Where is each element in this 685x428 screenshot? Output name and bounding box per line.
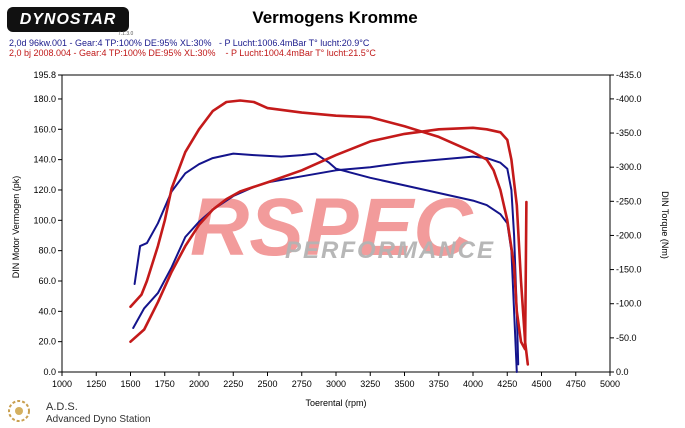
x-tick-label: 3000 [326, 379, 346, 389]
y-axis-right: 0.0 -50.0 -100.0 -150.0 -200.0 -250.0 -300.0 -3… [610, 70, 642, 377]
y2-tick-label: -200.0 [616, 230, 642, 240]
ads-logo-icon [8, 400, 30, 422]
y-axis-left: 0.0 20.0 40.0 60.0 80.0 100.0 120.0 140.0 160.0 1… [33, 70, 62, 377]
y2-tick-label: -100.0 [616, 299, 642, 309]
y2-tick-label: -435.0 [616, 70, 642, 80]
x-axis-label: Toerental (rpm) [305, 398, 366, 408]
x-tick-label: 4250 [497, 379, 517, 389]
x-tick-label: 4750 [566, 379, 586, 389]
y-tick-label: 20.0 [38, 337, 56, 347]
x-tick-label: 1500 [120, 379, 140, 389]
y2-tick-label: -50.0 [616, 333, 637, 343]
y-tick-label: 180.0 [33, 94, 56, 104]
x-axis: 1000 1250 1500 1750 2000 2250 2500 2750 3000 3250… [52, 372, 620, 389]
x-tick-label: 3500 [394, 379, 414, 389]
series-line-power [132, 155, 520, 366]
x-tick-label: 1000 [52, 379, 72, 389]
y2-axis-label: DIN Torque (Nm) [660, 191, 670, 259]
y-tick-label: 195.8 [33, 70, 56, 80]
y2-tick-label: -350.0 [616, 128, 642, 138]
watermark-sub-text: PERFORMANCE [285, 237, 495, 264]
x-tick-label: 1750 [155, 379, 175, 389]
y2-tick-label: 0.0 [616, 367, 629, 377]
y2-tick-label: -250.0 [616, 196, 642, 206]
x-tick-label: 4500 [531, 379, 551, 389]
series-line-torque [129, 99, 528, 351]
y-axis-label: DIN Motor Vermogen (pk) [11, 176, 21, 279]
y2-tick-label: -150.0 [616, 265, 642, 275]
x-tick-label: 3750 [429, 379, 449, 389]
run-info-1: 2,0d 96kw.001 - Gear:4 TP:100% DE:95% XL… [9, 38, 370, 48]
y-tick-label: 60.0 [38, 276, 56, 286]
y-tick-label: 0.0 [43, 367, 56, 377]
y-tick-label: 40.0 [38, 306, 56, 316]
run-info-2: 2,0 bj 2008.004 - Gear:4 TP:100% DE:95% … [9, 48, 376, 58]
x-tick-label: 3250 [360, 379, 380, 389]
x-tick-label: 2250 [223, 379, 243, 389]
y-tick-label: 160.0 [33, 124, 56, 134]
y-tick-label: 120.0 [33, 185, 56, 195]
y-tick-label: 100.0 [33, 215, 56, 225]
x-tick-label: 4000 [463, 379, 483, 389]
series-line-power [129, 126, 530, 366]
logo-text: DYNOSTAR [19, 11, 117, 28]
watermark-main-text: RSPEC [190, 182, 474, 273]
x-tick-label: 2500 [257, 379, 277, 389]
y2-tick-label: -300.0 [616, 162, 642, 172]
x-tick-label: 1250 [86, 379, 106, 389]
chart-title: Vermogens Kromme [252, 8, 418, 27]
footer-subtitle: Advanced Dyno Station [46, 414, 151, 425]
logo-version: 7.1.3.0 [118, 31, 134, 37]
rspec-watermark: RSPEC PERFORMANCE [190, 182, 495, 273]
footer-brand: A.D.S. [46, 401, 78, 413]
series-group [129, 99, 530, 373]
dynostar-logo: DYNOSTAR [7, 7, 129, 32]
y-tick-label: 140.0 [33, 155, 56, 165]
x-tick-label: 2000 [189, 379, 209, 389]
x-tick-label: 5000 [600, 379, 620, 389]
y2-tick-label: -400.0 [616, 94, 642, 104]
y-tick-label: 80.0 [38, 246, 56, 256]
x-tick-label: 2750 [292, 379, 312, 389]
